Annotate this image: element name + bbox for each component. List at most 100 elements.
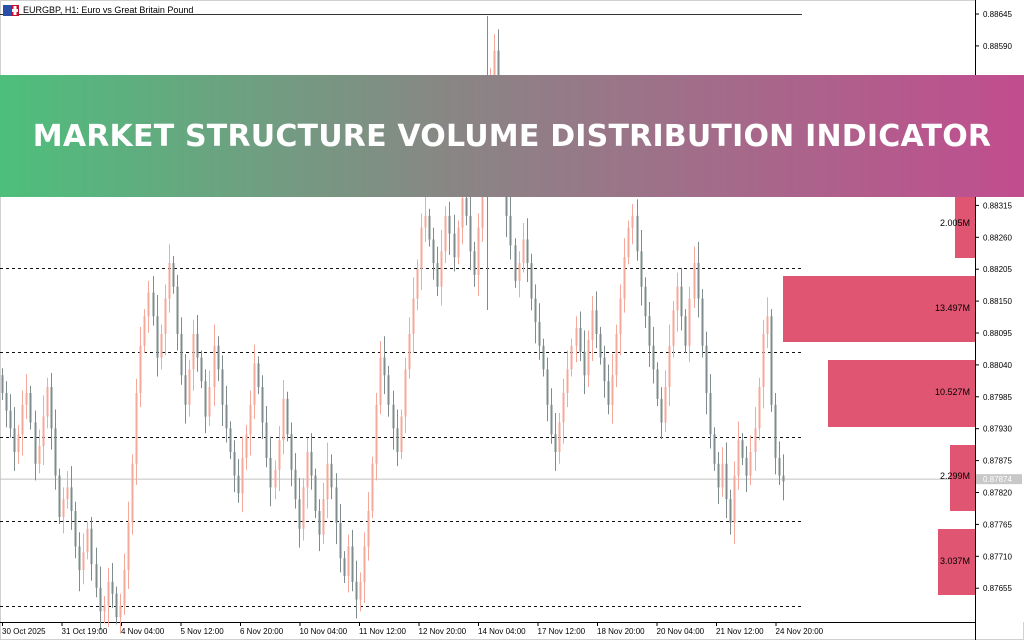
volume-box[interactable] — [828, 360, 975, 427]
candle-body — [542, 345, 545, 370]
volume-label: 13.497M — [935, 303, 970, 313]
price-tick-label: 0.87655 — [983, 584, 1012, 593]
candle-body — [477, 227, 480, 275]
candle-body — [591, 310, 594, 340]
candle-body — [729, 499, 732, 523]
candle-body — [58, 475, 61, 517]
candle-body — [156, 316, 159, 358]
candle-body — [611, 375, 614, 405]
candle-body — [115, 593, 118, 618]
candle-body — [526, 239, 529, 264]
candle-body — [21, 404, 24, 435]
flag-icon — [3, 4, 19, 16]
time-tick-label: 17 Nov 12:00 — [538, 627, 586, 636]
candle-body — [766, 316, 769, 334]
time-tick-label: 31 Oct 19:00 — [62, 627, 108, 636]
candle-body — [550, 404, 553, 435]
price-tick-label: 0.88205 — [983, 265, 1012, 274]
price-tick-label: 0.87930 — [983, 425, 1012, 434]
candle-body — [253, 363, 256, 405]
time-tick-label: 20 Nov 04:00 — [657, 627, 705, 636]
candle-body — [172, 263, 175, 287]
candle-body — [54, 428, 57, 476]
price-tick-label: 0.87710 — [983, 552, 1012, 561]
candle-body — [652, 345, 655, 370]
candle-body — [404, 369, 407, 417]
candle-body — [257, 363, 260, 388]
volume-box[interactable] — [783, 276, 975, 342]
candle-body — [680, 286, 683, 317]
candle-body — [774, 404, 777, 458]
candle-body — [640, 251, 643, 287]
candle-body — [554, 434, 557, 452]
candle-body — [575, 328, 578, 346]
candle-body — [343, 558, 346, 576]
candle-body — [733, 475, 736, 523]
volume-box[interactable] — [955, 190, 975, 258]
candle-body — [420, 227, 423, 270]
candle-body — [721, 463, 724, 488]
candle-body — [570, 345, 573, 370]
candle-body — [111, 581, 114, 594]
candle-body — [701, 298, 704, 346]
price-tick-label: 0.87985 — [983, 393, 1012, 402]
candle-body — [139, 345, 142, 393]
chart-header: EURGBP, H1: Euro vs Great Britain Pound — [3, 3, 193, 17]
candle-body — [603, 357, 606, 382]
candle-body — [705, 345, 708, 393]
candle-body — [408, 333, 411, 370]
candle-body — [668, 345, 671, 388]
volume-label: 3.037M — [940, 556, 970, 566]
candle-body — [204, 381, 207, 417]
candle-body — [46, 387, 49, 417]
candle-body — [265, 422, 268, 458]
candle-body — [176, 286, 179, 334]
volume-label: 10.527M — [935, 387, 970, 397]
price-tick-label: 0.88315 — [983, 201, 1012, 210]
candle-body — [339, 522, 342, 559]
candle-body — [522, 239, 525, 264]
candle-body — [465, 198, 468, 216]
candle-body — [286, 398, 289, 435]
candle-body — [717, 463, 720, 488]
current-price-tag — [976, 474, 1022, 485]
candle-body — [180, 333, 183, 376]
candle-body — [644, 286, 647, 317]
candle-body — [233, 451, 236, 476]
candle-body — [778, 457, 781, 476]
candle-body — [383, 357, 386, 376]
candle-body — [676, 286, 679, 311]
candle-body — [749, 451, 752, 476]
price-tick-label: 0.87765 — [983, 520, 1012, 529]
candle-body — [566, 369, 569, 393]
candle-body — [392, 404, 395, 429]
candle-body — [672, 310, 675, 346]
candle-body — [416, 269, 419, 299]
candle-body — [615, 333, 618, 376]
candle-body — [725, 463, 728, 500]
candle-body — [164, 298, 167, 334]
time-tick-label: 21 Nov 12:00 — [716, 627, 764, 636]
candle-body — [583, 351, 586, 376]
volume-box[interactable] — [938, 529, 975, 595]
candle-body — [302, 487, 305, 529]
volume-box[interactable] — [950, 445, 975, 511]
candle-body — [34, 422, 37, 464]
candle-body — [127, 522, 130, 571]
candle-body — [241, 457, 244, 494]
candle-body — [587, 339, 590, 376]
candle-body — [347, 546, 350, 576]
candle-body — [86, 528, 89, 553]
candle-body — [444, 215, 447, 252]
candle-body — [131, 463, 134, 523]
price-tick-label: 0.88645 — [983, 10, 1012, 19]
candle-body — [648, 316, 651, 346]
promo-banner: MARKET STRUCTURE VOLUME DISTRIBUTION IND… — [0, 75, 1024, 197]
candle-body — [514, 245, 517, 281]
candle-body — [770, 316, 773, 405]
candle-body — [38, 446, 41, 464]
candle-body — [745, 457, 748, 476]
price-tick-label: 0.88095 — [983, 329, 1012, 338]
time-tick-label: 10 Nov 04:00 — [300, 627, 348, 636]
time-tick-label: 4 Nov 04:00 — [121, 627, 165, 636]
